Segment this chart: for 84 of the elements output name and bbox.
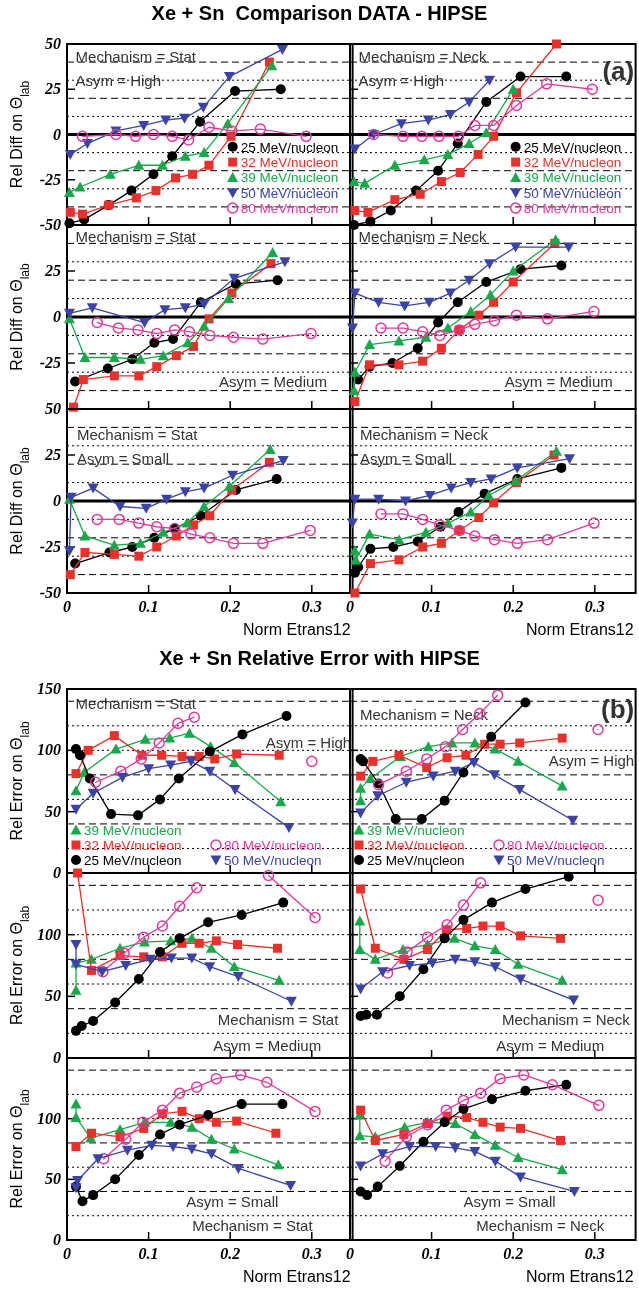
legend-label: 32 MeV/nucleon: [367, 838, 465, 853]
x-axis-title: Norm Etrans12: [526, 621, 634, 638]
chart-title: Xe + Sn Comparison DATA - HIPSE: [151, 2, 488, 24]
x-tick-label: 0.2: [503, 1245, 524, 1262]
legend-label: 50 MeV/nucleon: [240, 185, 339, 201]
x-tick-label: 0.2: [503, 598, 524, 615]
legend-label: 25 MeV/nucleon: [523, 139, 622, 155]
y-tick-label: 50: [45, 802, 61, 820]
y-tick-label: 0: [53, 492, 61, 509]
legend-label: 80 MeV/nucleon: [223, 838, 322, 853]
x-tick-label: 0.1: [421, 1245, 442, 1262]
y-tick-label: 100: [37, 741, 61, 759]
annotation: Asym = Small: [77, 450, 170, 468]
y-tick-label: 25: [44, 446, 61, 463]
x-tick-label: 0.3: [584, 598, 605, 615]
y-tick-label: 0: [53, 1231, 61, 1248]
x-tick-label: 0.1: [138, 1245, 159, 1262]
legend-label: 32 MeV/nucleon: [84, 838, 182, 853]
legend-label: 39 MeV/nucleon: [240, 170, 339, 186]
y-tick-label: 0: [53, 125, 61, 143]
annotation: Mechanism = Stat: [192, 1216, 314, 1234]
y-tick-label: 100: [37, 1109, 61, 1127]
y-tick-label: -50: [39, 584, 61, 601]
annotation: Asym = Small: [186, 1193, 279, 1211]
annotation: Mechanism = Neck: [360, 426, 489, 444]
legend-label: 50 MeV/nucleon: [523, 185, 622, 201]
annotation: Asym = Medium: [496, 1036, 605, 1054]
y-tick-label: 0: [53, 864, 61, 881]
legend-label: 50 MeV/nucleon: [223, 853, 322, 868]
legend-label: 32 MeV/nucleon: [240, 155, 339, 171]
y-tick-label: 25: [44, 80, 61, 98]
legend-label: 32 MeV/nucleon: [523, 155, 622, 171]
y-tick-label: 150: [37, 680, 61, 697]
legend-label: 50 MeV/nucleon: [506, 853, 605, 868]
annotation: Mechanism = Neck: [501, 1010, 631, 1028]
annotation: Asym = High: [548, 752, 635, 770]
annotation: Mechanism = Neck: [358, 48, 488, 66]
annotation: Asym = Small: [360, 450, 453, 468]
chart-title: Xe + Sn Relative Error with HIPSE: [159, 647, 480, 669]
annotation: Asym = High: [75, 71, 162, 89]
annotation: Mechanism = Stat: [77, 426, 199, 444]
y-tick-label: 0: [53, 1049, 61, 1066]
x-axis-title: Norm Etrans12: [243, 1268, 351, 1285]
x-tick-label: 0.2: [220, 598, 241, 615]
legend-label: 25 MeV/nucleon: [240, 139, 339, 155]
x-axis-title: Norm Etrans12: [243, 621, 351, 638]
legend-label: 39 MeV/nucleon: [84, 823, 182, 838]
legend-label: 39 MeV/nucleon: [367, 823, 465, 838]
y-tick-label: 50: [45, 400, 61, 417]
y-tick-label: -25: [39, 354, 61, 371]
x-tick-label: 0.3: [584, 1245, 605, 1262]
x-tick-label: 0.1: [138, 598, 159, 615]
x-tick-label: 0: [346, 598, 354, 615]
annotation: Asym = Small: [463, 1193, 556, 1211]
annotation: Mechanism = Stat: [75, 227, 197, 245]
annotation: Mechanism = Stat: [217, 1010, 340, 1028]
x-tick-label: 0: [346, 1245, 354, 1262]
y-tick-label: -25: [39, 170, 61, 188]
annotation: Mechanism = Stat: [75, 48, 197, 66]
x-tick-label: 0.2: [220, 1245, 241, 1262]
y-tick-label: -50: [39, 216, 61, 233]
annotation: Asym = High: [358, 71, 445, 89]
annotation: Asym = Medium: [213, 1036, 322, 1054]
y-tick-label: 50: [45, 1170, 61, 1188]
annotation: (a): [602, 56, 635, 87]
y-tick-label: 0: [53, 308, 61, 325]
legend-label: 80 MeV/nucleon: [506, 838, 605, 853]
x-tick-label: 0.3: [301, 1245, 322, 1262]
x-axis-title: Norm Etrans12: [526, 1268, 634, 1285]
legend-label: 39 MeV/nucleon: [523, 170, 622, 186]
y-tick-label: 100: [37, 925, 61, 943]
legend-label: 25 MeV/nucleon: [84, 853, 182, 868]
y-tick-label: -25: [39, 538, 61, 555]
annotation: Mechanism = Neck: [358, 227, 488, 245]
x-tick-label: 0.1: [421, 598, 442, 615]
x-tick-label: 0.3: [301, 598, 322, 615]
y-tick-label: 50: [45, 35, 61, 52]
y-tick-label: 25: [44, 262, 61, 279]
legend-label: 25 MeV/nucleon: [367, 853, 465, 868]
y-tick-label: 50: [45, 987, 61, 1005]
annotation: (b): [600, 694, 635, 725]
annotation: Asym = Medium: [218, 372, 327, 390]
annotation: Asym = Medium: [504, 372, 613, 390]
annotation: Mechanism = Neck: [476, 1216, 605, 1234]
